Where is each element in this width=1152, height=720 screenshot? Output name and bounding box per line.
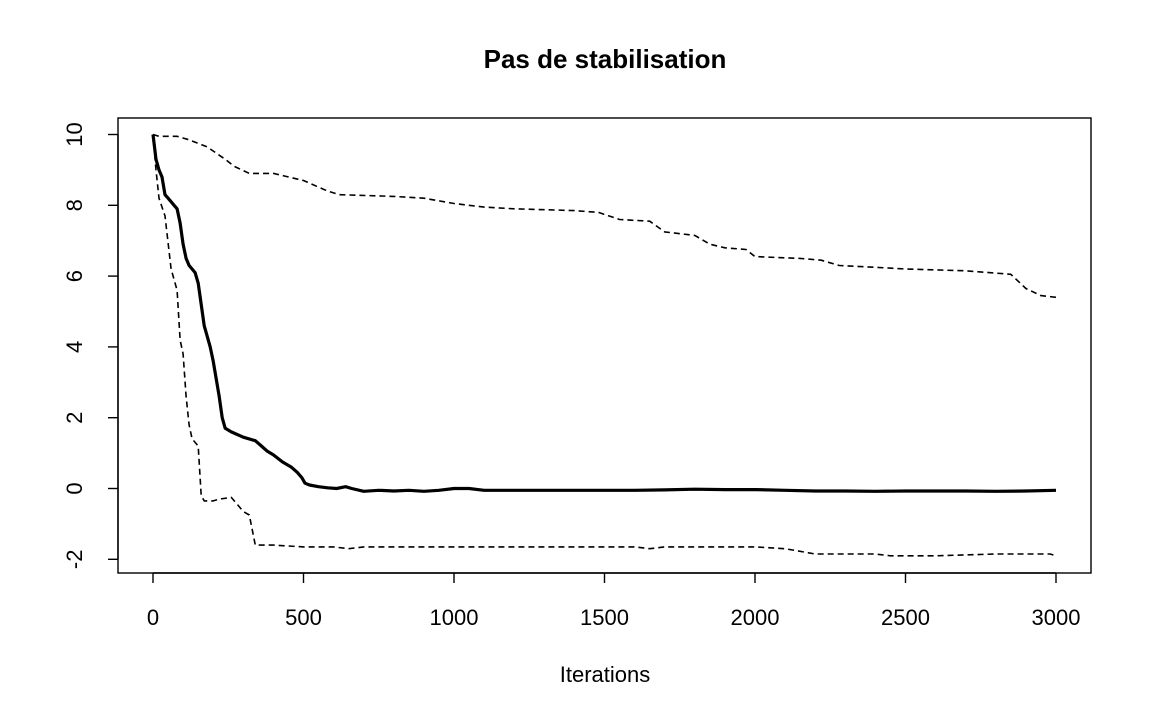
x-tick-label: 2000	[731, 605, 780, 630]
x-tick-label: 1000	[430, 605, 479, 630]
y-tick-label: 6	[62, 270, 87, 282]
dashed-series-line	[152, 134, 1057, 557]
dashed-series-line	[152, 133, 1057, 299]
y-axis: -2 0 2 4 6 8 10	[62, 122, 119, 570]
x-axis: 0 500 1000 1500 2000 2500 3000	[147, 572, 1081, 630]
x-axis-label: Iterations	[560, 662, 651, 687]
x-tick-label: 1500	[580, 605, 629, 630]
x-tick-label: 0	[147, 605, 159, 630]
plot-frame	[117, 117, 1092, 574]
y-tick-label: 4	[62, 341, 87, 353]
x-tick-label: 2500	[881, 605, 930, 630]
series-layer	[151, 133, 1057, 557]
y-tick-label: 2	[62, 412, 87, 424]
y-tick-label: 10	[62, 122, 87, 146]
chart-title: Pas de stabilisation	[484, 44, 727, 74]
x-tick-label: 3000	[1032, 605, 1081, 630]
solid-series-line	[151, 134, 1057, 493]
x-tick-label: 500	[285, 605, 322, 630]
y-tick-label: 0	[62, 482, 87, 494]
y-tick-label: -2	[62, 550, 87, 570]
y-tick-label: 8	[62, 199, 87, 211]
